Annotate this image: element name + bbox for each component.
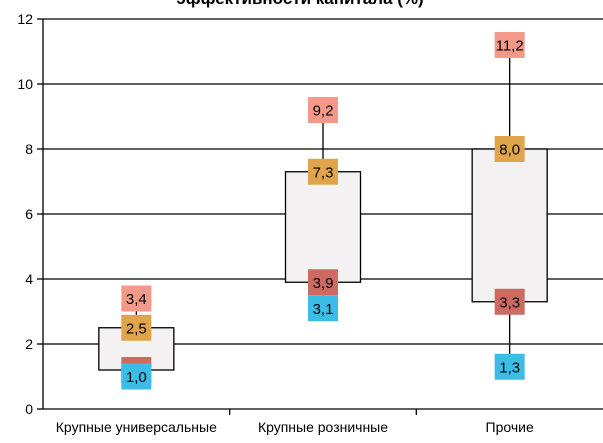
data-label-q3: 2,5 [126, 320, 147, 337]
y-tick-label-6: 6 [25, 206, 33, 222]
data-label-min: 1,3 [499, 359, 520, 376]
data-label-q3: 7,3 [313, 164, 334, 181]
data-label-q3: 8,0 [499, 142, 520, 159]
data-label-max: 9,2 [313, 103, 334, 120]
label-box-q1 [494, 288, 525, 315]
y-tick-label-4: 4 [25, 271, 33, 287]
boxes [98, 45, 548, 377]
x-category-label: Крупные розничные [258, 419, 388, 435]
y-tick-label-12: 12 [17, 11, 33, 27]
label-box-min [308, 295, 338, 322]
y-tick-label-8: 8 [25, 141, 33, 157]
y-tick-label-2: 2 [25, 336, 33, 352]
label-box-q1 [308, 269, 338, 296]
label-box-max [494, 32, 525, 58]
label-box-max [308, 97, 338, 123]
data-label-min: 1,0 [126, 369, 147, 386]
data-label-q1: 3,3 [499, 294, 520, 311]
box [471, 148, 548, 303]
x-category-label: Прочие [486, 419, 534, 435]
label-box-min [494, 353, 525, 380]
label-box-min [121, 363, 152, 390]
y-tick-label-0: 0 [25, 401, 33, 417]
data-label-max: 3,4 [126, 291, 147, 308]
data-labels: 3,49,211,22,57,38,01,23,93,31,03,11,3 [121, 32, 525, 390]
y-tick-label-10: 10 [17, 76, 33, 92]
chart-title: эффективности капитала (%) [176, 0, 423, 8]
label-box-max [121, 285, 152, 312]
label-box-q3 [121, 314, 152, 341]
x-category-label: Крупные универсальные [56, 419, 217, 435]
label-box-q3 [494, 136, 525, 162]
data-label-min: 3,1 [313, 301, 334, 318]
label-box-q3 [308, 158, 338, 185]
axes: 0 2 4 6 8 10 12 Крупные универсальные Крупные ро… [17, 11, 534, 435]
data-label-max: 11,2 [496, 38, 524, 55]
box [284, 171, 362, 283]
data-label-q1: 3,9 [313, 275, 334, 292]
